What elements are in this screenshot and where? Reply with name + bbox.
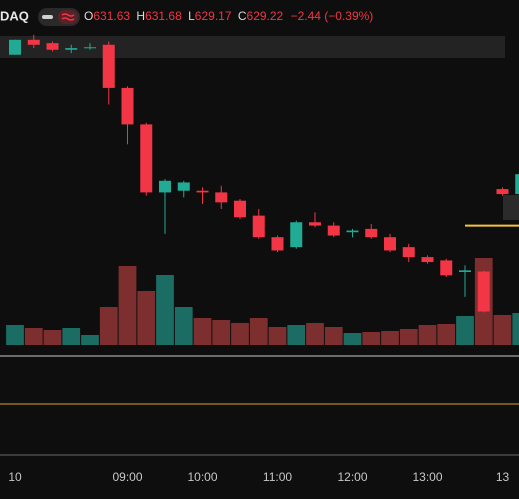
candle-body [459,270,471,273]
candle-body [196,190,209,193]
volume-bar [174,307,193,345]
volume-bar [493,315,512,345]
change: −2.44 (−0.39%) [291,9,374,23]
open-value: 631.63 [93,9,130,23]
highlight-band [0,36,505,58]
candle-body [27,39,40,45]
candle-body [140,124,153,193]
candle-body [84,47,96,49]
volume-bar [81,335,99,345]
symbol: DAQ [0,8,29,23]
high-label: H [136,9,145,23]
candle-body [477,271,490,312]
x-tick-label: 13 [496,470,510,484]
candle-body [365,228,378,238]
candle-body [121,87,134,125]
candle-body [252,215,265,238]
candle-body [327,225,340,236]
close-label: C [238,9,247,23]
candle-body [215,192,228,203]
x-tick-label: 10:00 [187,470,217,484]
compare-pill[interactable] [58,10,78,24]
volume-bar [249,318,268,345]
volume-bar [193,318,212,345]
volume-bar [156,275,174,345]
volume-bar [62,328,81,345]
x-tick-label: 13:00 [412,470,442,484]
candle-body [234,200,246,218]
volume-bar [418,325,437,345]
candle-body [65,48,78,50]
volume-bar [118,266,137,345]
candle-body [515,174,519,195]
x-tick-label: 12:00 [337,470,367,484]
candle-body [177,182,190,191]
candle-body [402,247,415,258]
volume-bar [362,332,381,345]
volume-bar [99,307,118,345]
toggle-icon [42,15,53,19]
volume-bar [306,323,324,345]
candle-body [290,222,303,248]
compare-icon [61,13,75,21]
x-tick-label: 11:00 [263,470,292,484]
volume-bar [399,329,418,345]
candle-body [421,257,434,263]
highlight-box [503,195,519,220]
candle-body [346,230,359,233]
volume-bar [24,328,43,345]
header-bg [0,3,519,31]
ohlc-legend: O631.63 H631.68 L629.17 C629.22 −2.44 (−… [84,9,373,23]
volume-bar [43,330,62,345]
volume-bar [343,333,362,345]
volume-bar [381,331,399,345]
volume-bar [324,327,343,345]
volume-bar [137,291,156,345]
candle-body [496,189,509,195]
close-value: 629.22 [247,9,284,23]
candle-body [159,180,171,193]
candle-body [9,39,21,55]
candle-body [309,222,321,226]
candle-body [46,43,59,50]
header: DAQ O631.63 H631.68 L629.17 C629.22 −2.4… [0,3,519,31]
open-label: O [84,9,93,23]
volume-bar [268,327,287,345]
volume-bar [212,320,231,345]
volume-bar [287,325,306,345]
volume-bar [512,313,519,345]
high-value: 631.68 [145,9,182,23]
candle-body [102,44,115,88]
low-label: L [188,9,195,23]
volume-bar [6,325,24,345]
x-tick-label: 10 [8,470,22,484]
candle-body [271,237,284,251]
x-tick-label: 09:00 [112,470,142,484]
candle-body [440,260,453,276]
volume-bar [456,316,474,345]
low-value: 629.17 [195,9,232,23]
volume-bar [231,323,249,345]
volume-bar [437,324,456,345]
candle-body [384,237,396,251]
